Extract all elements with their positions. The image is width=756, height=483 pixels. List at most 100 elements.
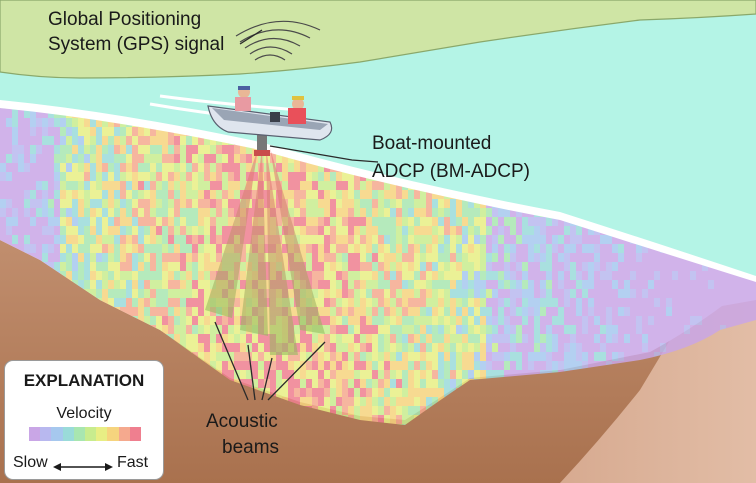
velocity-cell	[396, 235, 402, 244]
velocity-cell	[216, 235, 222, 244]
velocity-cell	[420, 379, 426, 388]
velocity-cell	[726, 307, 732, 316]
velocity-cell	[96, 208, 102, 217]
velocity-cell	[486, 244, 492, 253]
velocity-cell	[102, 154, 108, 163]
velocity-cell	[324, 253, 330, 262]
velocity-cell	[0, 217, 6, 226]
velocity-cell	[456, 352, 462, 361]
velocity-cell	[24, 217, 30, 226]
legend-subtitle: Velocity	[56, 405, 112, 422]
velocity-cell	[300, 235, 306, 244]
velocity-cell	[264, 379, 270, 388]
velocity-cell	[444, 235, 450, 244]
velocity-cell	[492, 244, 498, 253]
velocity-cell	[396, 289, 402, 298]
velocity-cell	[570, 226, 576, 235]
velocity-cell	[72, 217, 78, 226]
velocity-cell	[468, 343, 474, 352]
velocity-cell	[366, 199, 372, 208]
velocity-cell	[270, 379, 276, 388]
velocity-cell	[36, 226, 42, 235]
velocity-cell	[204, 316, 210, 325]
velocity-cell	[432, 217, 438, 226]
velocity-cell	[198, 163, 204, 172]
velocity-cell	[6, 163, 12, 172]
velocity-cell	[420, 253, 426, 262]
velocity-cell	[294, 163, 300, 172]
velocity-cell	[474, 352, 480, 361]
velocity-cell	[126, 235, 132, 244]
velocity-cell	[630, 352, 636, 361]
velocity-cell	[516, 361, 522, 370]
velocity-cell	[516, 352, 522, 361]
velocity-cell	[234, 361, 240, 370]
velocity-cell	[654, 343, 660, 352]
velocity-cell	[78, 172, 84, 181]
velocity-cell	[72, 136, 78, 145]
velocity-cell	[276, 352, 282, 361]
velocity-cell	[96, 235, 102, 244]
velocity-cell	[564, 316, 570, 325]
velocity-cell	[306, 361, 312, 370]
velocity-cell	[474, 289, 480, 298]
velocity-cell	[306, 262, 312, 271]
velocity-cell	[552, 226, 558, 235]
velocity-cell	[480, 280, 486, 289]
velocity-cell	[126, 262, 132, 271]
velocity-cell	[54, 226, 60, 235]
velocity-cell	[552, 307, 558, 316]
velocity-cell	[216, 334, 222, 343]
velocity-cell	[402, 244, 408, 253]
velocity-cell	[306, 352, 312, 361]
velocity-cell	[324, 379, 330, 388]
velocity-cell	[624, 289, 630, 298]
velocity-cell	[18, 136, 24, 145]
velocity-cell	[282, 181, 288, 190]
velocity-cell	[696, 298, 702, 307]
velocity-cell	[168, 226, 174, 235]
velocity-cell	[114, 253, 120, 262]
velocity-cell	[306, 343, 312, 352]
velocity-cell	[414, 379, 420, 388]
velocity-cell	[576, 361, 582, 370]
velocity-cell	[264, 370, 270, 379]
velocity-cell	[324, 244, 330, 253]
velocity-cell	[72, 163, 78, 172]
velocity-cell	[186, 343, 192, 352]
velocity-cell	[546, 352, 552, 361]
velocity-cell	[264, 388, 270, 397]
velocity-cell	[132, 154, 138, 163]
velocity-cell	[288, 208, 294, 217]
velocity-cell	[126, 271, 132, 280]
velocity-cell	[294, 379, 300, 388]
velocity-cell	[498, 307, 504, 316]
velocity-cell	[714, 316, 720, 325]
velocity-cell	[66, 262, 72, 271]
velocity-cell	[546, 289, 552, 298]
velocity-cell	[708, 289, 714, 298]
velocity-cell	[414, 289, 420, 298]
velocity-cell	[276, 163, 282, 172]
velocity-cell	[444, 298, 450, 307]
velocity-cell	[648, 325, 654, 334]
velocity-cell	[156, 127, 162, 136]
velocity-cell	[402, 253, 408, 262]
velocity-cell	[0, 199, 6, 208]
velocity-cell	[606, 235, 612, 244]
velocity-cell	[150, 136, 156, 145]
velocity-cell	[498, 226, 504, 235]
velocity-cell	[282, 163, 288, 172]
velocity-cell	[312, 280, 318, 289]
velocity-cell	[690, 307, 696, 316]
velocity-cell	[408, 316, 414, 325]
velocity-cell	[324, 406, 330, 415]
velocity-cell	[378, 271, 384, 280]
velocity-cell	[366, 343, 372, 352]
velocity-cell	[84, 271, 90, 280]
velocity-cell	[396, 397, 402, 406]
adcp-head	[254, 150, 270, 156]
velocity-cell	[570, 244, 576, 253]
velocity-cell	[282, 172, 288, 181]
velocity-cell	[48, 136, 54, 145]
